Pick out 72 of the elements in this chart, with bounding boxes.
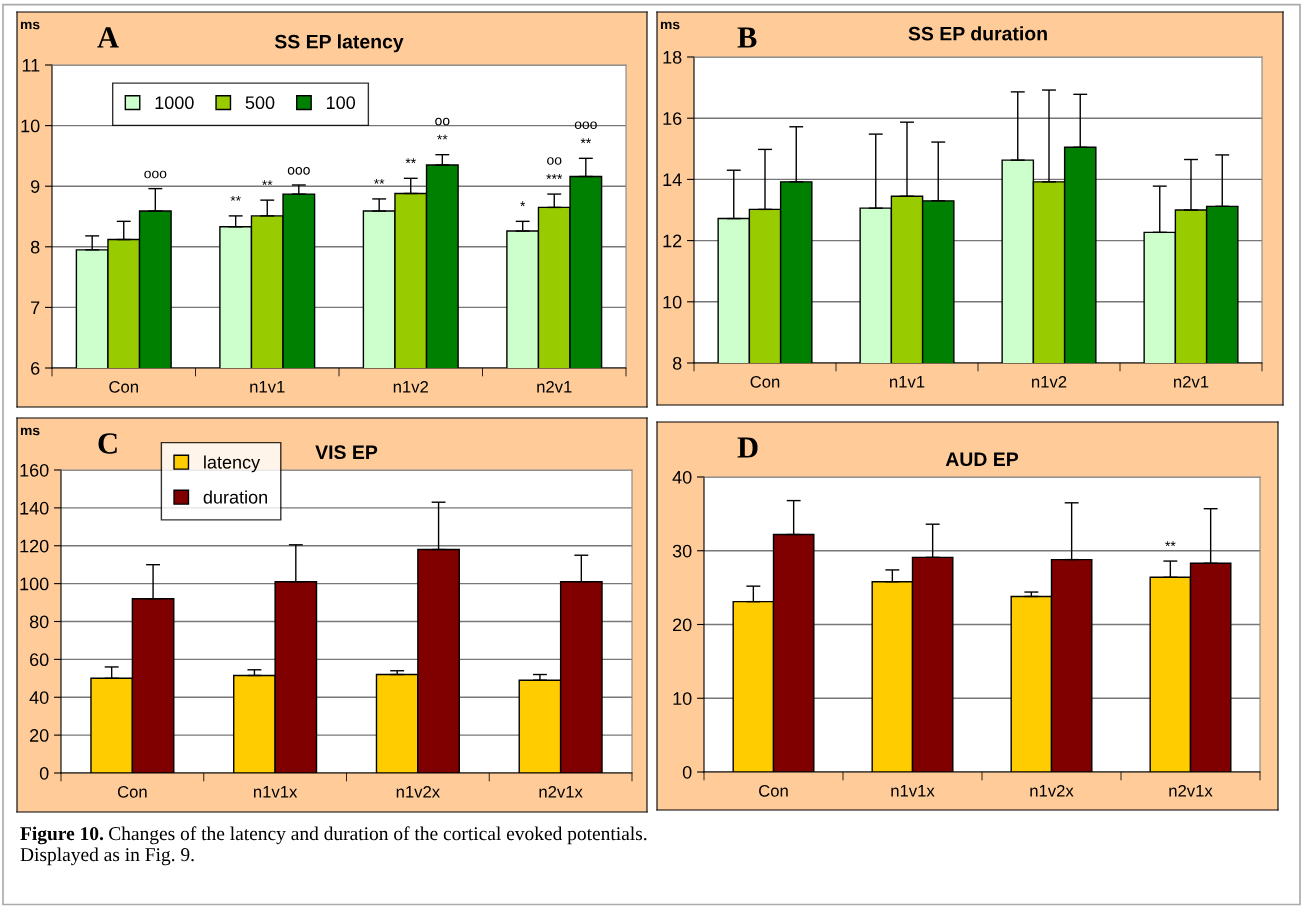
y-tick-label: 140: [20, 501, 49, 515]
data-label: **: [230, 195, 241, 201]
y-tick-label: 20: [673, 618, 692, 632]
y-tick-label: 10: [21, 119, 40, 133]
x-tick-label: n1v2x: [1030, 784, 1074, 797]
y-tick-label: 18: [663, 50, 682, 64]
caption: Figure 10.: [20, 826, 104, 845]
y-tick-label: 100: [20, 577, 49, 591]
y-tick-label: 30: [672, 544, 692, 558]
chart-title: AUD EP: [945, 452, 1019, 467]
legend-label: 1000: [155, 96, 194, 110]
text: A: [97, 27, 119, 48]
data-label: oo **: [435, 117, 450, 140]
data-label: **: [1165, 541, 1176, 547]
y-tick-label: 40: [29, 691, 49, 704]
x-tick-label: n1v2: [393, 380, 428, 393]
y-axis-title: ms: [660, 21, 680, 30]
chart-title: VIS EP: [315, 445, 378, 460]
x-tick-label: Con: [109, 380, 138, 393]
y-tick-label: 8: [30, 240, 40, 254]
y-tick-label: 16: [663, 112, 682, 125]
x-tick-label: n2v1: [537, 380, 572, 393]
text: Changes of the latency and duration of the cortical evoked potentials.: [109, 826, 647, 845]
chart-title: SS EP latency: [274, 34, 404, 53]
y-tick-label: 40: [672, 470, 692, 484]
x-tick-label: Con: [117, 785, 147, 798]
x-tick-label: n1v1x: [891, 785, 935, 797]
y-tick-label: 11: [22, 59, 40, 72]
data-label: **: [262, 180, 273, 185]
text: D: [737, 437, 758, 458]
legend-label: 500: [245, 96, 275, 110]
x-tick-label: n2v1x: [539, 785, 583, 798]
y-tick-label: 20: [30, 729, 49, 742]
text: B: [737, 27, 757, 48]
x-tick-label: n1v1: [250, 381, 285, 393]
x-tick-label: n1v1x: [254, 786, 298, 798]
y-axis-title: ms: [20, 427, 40, 436]
legend-label: 100: [326, 96, 356, 110]
y-tick-label: 7: [31, 301, 40, 314]
y-tick-label: 8: [672, 356, 682, 370]
x-tick-label: Con: [759, 784, 788, 797]
y-tick-label: 10: [673, 692, 692, 705]
data-label: *: [520, 201, 526, 207]
text: Displayed as in Fig. 9.: [20, 847, 194, 866]
text: C: [98, 433, 117, 454]
y-tick-label: 60: [30, 653, 49, 667]
legend-label: duration: [203, 490, 267, 504]
y-tick-label: 12: [663, 234, 682, 248]
y-tick-label: 6: [31, 361, 40, 375]
data-label: **: [374, 178, 385, 184]
data-label: ooo: [144, 170, 167, 179]
x-tick-label: n1v1: [890, 376, 925, 388]
data-label: oo ***: [546, 157, 563, 179]
y-tick-label: 9: [31, 180, 40, 193]
y-tick-label: 0: [682, 765, 692, 779]
y-tick-label: 80: [29, 615, 49, 629]
x-tick-label: Con: [750, 375, 780, 388]
y-tick-label: 10: [663, 295, 682, 309]
x-tick-label: n1v2: [1032, 375, 1067, 388]
y-tick-label: 120: [20, 539, 49, 553]
x-tick-label: n1v2x: [396, 785, 440, 798]
y-axis-title: ms: [20, 21, 40, 30]
y-tick-label: 14: [663, 173, 682, 186]
y-tick-label: 160: [20, 463, 49, 477]
x-tick-label: n2v1x: [1169, 784, 1213, 797]
y-tick-label: 0: [39, 766, 49, 780]
data-label: ooo: [287, 167, 310, 175]
x-tick-label: n2v1: [1174, 375, 1209, 388]
data-label: ooo **: [574, 121, 597, 144]
chart-title: SS EP duration: [908, 26, 1047, 41]
legend-label: latency: [204, 455, 261, 473]
data-label: **: [405, 158, 416, 164]
